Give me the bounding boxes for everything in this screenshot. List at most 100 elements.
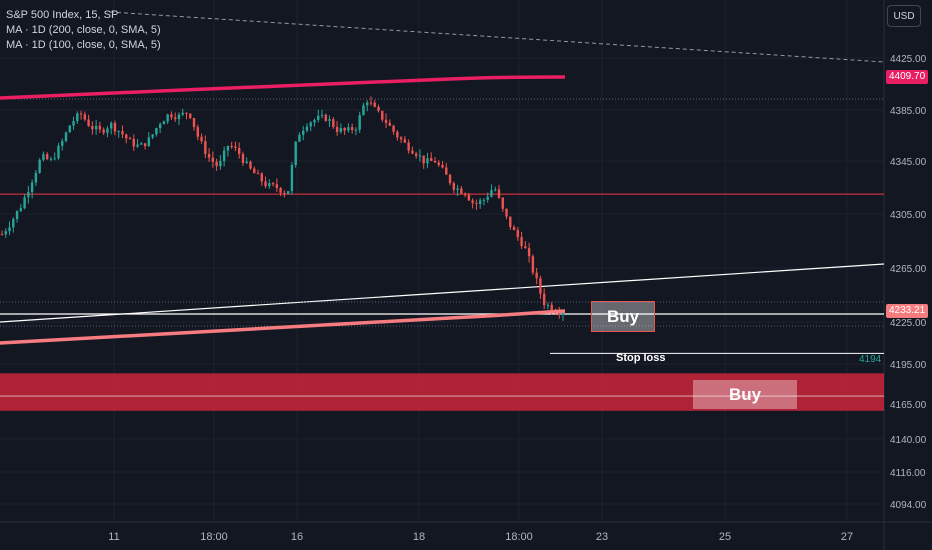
candle-body — [520, 237, 523, 247]
candle-body — [275, 184, 279, 189]
candle-body — [392, 125, 395, 132]
moving-averages — [0, 75, 566, 345]
candle-body — [49, 158, 53, 160]
y-tick-label: 4265.00 — [890, 264, 927, 275]
candle-body — [381, 110, 384, 120]
candle-body — [132, 138, 135, 147]
candle-body — [211, 157, 215, 162]
candle-body — [505, 208, 508, 217]
candle-body — [358, 115, 361, 130]
candle-body — [524, 246, 527, 249]
stop-loss-label: Stop loss — [616, 352, 666, 364]
candle-body — [403, 139, 407, 143]
trend-lines — [0, 11, 885, 354]
candle-body — [286, 191, 290, 195]
y-tick-label: 4195.00 — [890, 360, 927, 371]
legend-symbol[interactable]: S&P 500 Index, 15, SP — [6, 9, 119, 21]
candle-body — [19, 208, 23, 211]
candle-body — [339, 128, 343, 132]
candle-body — [501, 197, 504, 209]
ma200-line — [0, 75, 566, 100]
candle-body — [57, 145, 60, 159]
candle-body — [170, 114, 173, 118]
candle-body — [527, 248, 531, 257]
candle-body — [302, 130, 305, 135]
candle-body — [411, 150, 414, 154]
candle-body — [407, 142, 410, 151]
candle-body — [396, 131, 399, 138]
legend-ma200[interactable]: MA · 1D (200, close, 0, SMA, 5) — [6, 24, 161, 36]
candle-body — [245, 161, 248, 163]
candle-body — [456, 188, 459, 190]
candle-body — [542, 293, 546, 306]
candle-body — [98, 125, 102, 130]
candle-body — [207, 153, 211, 158]
candle-body — [15, 210, 19, 220]
candle-body — [158, 124, 162, 129]
candle-body — [516, 230, 520, 238]
candle-body — [185, 112, 188, 114]
candle-body — [343, 128, 346, 131]
candle-body — [268, 183, 271, 187]
y-tick-label: 4425.00 — [890, 54, 927, 65]
time-axis: 11 18:00 16 18 18:00 23 25 27 — [108, 531, 853, 543]
candle-body — [192, 118, 196, 128]
candle-body — [189, 113, 192, 119]
buy-label-upper[interactable]: Buy — [591, 301, 655, 332]
candle-body — [279, 188, 282, 193]
candle-body — [128, 138, 132, 140]
candle-body — [478, 200, 482, 204]
candle-body — [23, 197, 26, 209]
candle-body — [384, 119, 388, 123]
candle-body — [558, 313, 561, 315]
y-tick-label: 4385.00 — [890, 106, 927, 117]
candle-body — [64, 132, 68, 142]
candle-body — [414, 153, 418, 157]
candle-body — [271, 183, 275, 185]
candle-body — [87, 119, 90, 127]
candle-body — [309, 122, 312, 127]
candle-body — [328, 119, 331, 121]
candle-body — [166, 114, 169, 122]
candle-body — [264, 181, 267, 187]
candle-body — [106, 128, 109, 133]
ma100-line — [0, 309, 566, 345]
candle-body — [332, 119, 335, 127]
candle-body — [215, 161, 218, 167]
candle-body — [388, 122, 392, 126]
candle-body — [448, 174, 452, 184]
x-tick-label: 18:00 — [505, 531, 533, 543]
x-tick-label: 27 — [841, 531, 853, 543]
candle-body — [475, 203, 478, 205]
x-tick-label: 11 — [108, 531, 119, 543]
candle-body — [181, 112, 184, 115]
candle-body — [561, 312, 565, 315]
candle-body — [320, 114, 324, 116]
candle-body — [494, 189, 497, 191]
candle-body — [238, 148, 241, 155]
candle-body — [433, 160, 437, 163]
candle-body — [230, 145, 233, 147]
candle-body — [38, 159, 41, 173]
candle-body — [305, 126, 309, 131]
support-zone — [0, 373, 884, 411]
candle-body — [147, 137, 151, 147]
candle-body — [347, 127, 350, 131]
legend-ma100[interactable]: MA · 1D (100, close, 0, SMA, 5) — [6, 39, 161, 51]
rising-trend-line — [0, 263, 885, 323]
candle-body — [140, 143, 143, 145]
candle-body — [463, 193, 467, 196]
candle-body — [249, 161, 252, 169]
candle-body — [72, 121, 75, 126]
buy-label-lower[interactable]: Buy — [693, 380, 797, 409]
candle-body — [362, 105, 365, 116]
candle-body — [317, 115, 320, 120]
candle-body — [113, 122, 117, 132]
candle-body — [509, 216, 512, 228]
x-tick-label: 23 — [596, 531, 608, 543]
candle-body — [94, 125, 98, 130]
candle-body — [76, 113, 79, 122]
currency-button[interactable]: USD — [887, 5, 921, 27]
candle-body — [34, 172, 38, 183]
